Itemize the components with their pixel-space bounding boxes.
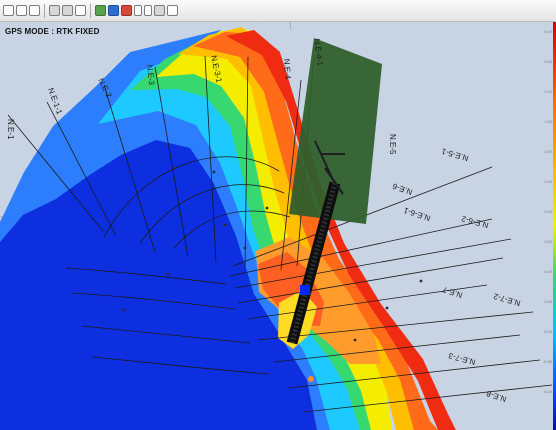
measure-icon[interactable] [75, 5, 86, 16]
gps-status: GPS MODE : RTK FIXED [5, 27, 100, 36]
scale-tick: -2.50 [542, 179, 552, 184]
zoom-in-icon[interactable] [3, 5, 14, 16]
scale-tick: -6.00 [542, 389, 552, 394]
depth-scale: 0.00 -0.50 -1.00 -1.50 -2.00 -2.50 -3.00… [542, 22, 556, 430]
buoy-marker [308, 376, 314, 382]
toolbar-separator [90, 3, 91, 18]
select-icon[interactable] [121, 5, 132, 16]
map-view[interactable]: N.E-1 N.E-1-1 N.E-2 N.E-3 N.E-3-1 N.E-4 … [0, 22, 556, 430]
zoom-out-icon[interactable] [16, 5, 27, 16]
line-label-ne-4: N.E-4 [282, 59, 292, 81]
redo-icon[interactable] [144, 5, 152, 16]
scale-tick: -4.50 [542, 299, 552, 304]
scale-tick: -5.00 [542, 329, 552, 334]
depth-scale-bar [553, 22, 556, 430]
toolbar-separator [44, 3, 45, 18]
scale-tick: -3.50 [542, 239, 552, 244]
scale-tick: -1.00 [542, 89, 552, 94]
line-label-ne-1: N.E-1 [6, 119, 15, 140]
refresh-icon[interactable] [154, 5, 165, 16]
toolbar [0, 0, 556, 22]
line-label-ne-3: N.E-3 [145, 64, 156, 86]
layers-icon[interactable] [62, 5, 73, 16]
point-icon[interactable] [108, 5, 119, 16]
dock-structure [289, 38, 382, 224]
pan-icon[interactable] [29, 5, 40, 16]
pier-centerline [286, 140, 345, 345]
bathymetry-map[interactable]: N.E-1 N.E-1-1 N.E-2 N.E-3 N.E-3-1 N.E-4 … [0, 22, 556, 430]
scale-tick: -0.50 [542, 59, 552, 64]
scale-tick: 0.00 [544, 29, 552, 34]
bathymetry-surface [0, 22, 556, 430]
survey-lines [7, 53, 553, 413]
line-label-ne-5: N.E-5 [388, 134, 397, 155]
line-label-ne-4-1: N.E-4-1 [312, 38, 325, 67]
undo-icon[interactable] [134, 5, 142, 16]
vessel-marker [300, 285, 310, 295]
scale-tick: -3.00 [542, 209, 552, 214]
print-icon[interactable] [167, 5, 178, 16]
scale-tick: -2.00 [542, 149, 552, 154]
scale-tick: -4.00 [542, 269, 552, 274]
line-icon[interactable] [95, 5, 106, 16]
scale-tick: -1.50 [542, 119, 552, 124]
fit-icon[interactable] [49, 5, 60, 16]
scale-tick: -5.50 [542, 359, 552, 364]
